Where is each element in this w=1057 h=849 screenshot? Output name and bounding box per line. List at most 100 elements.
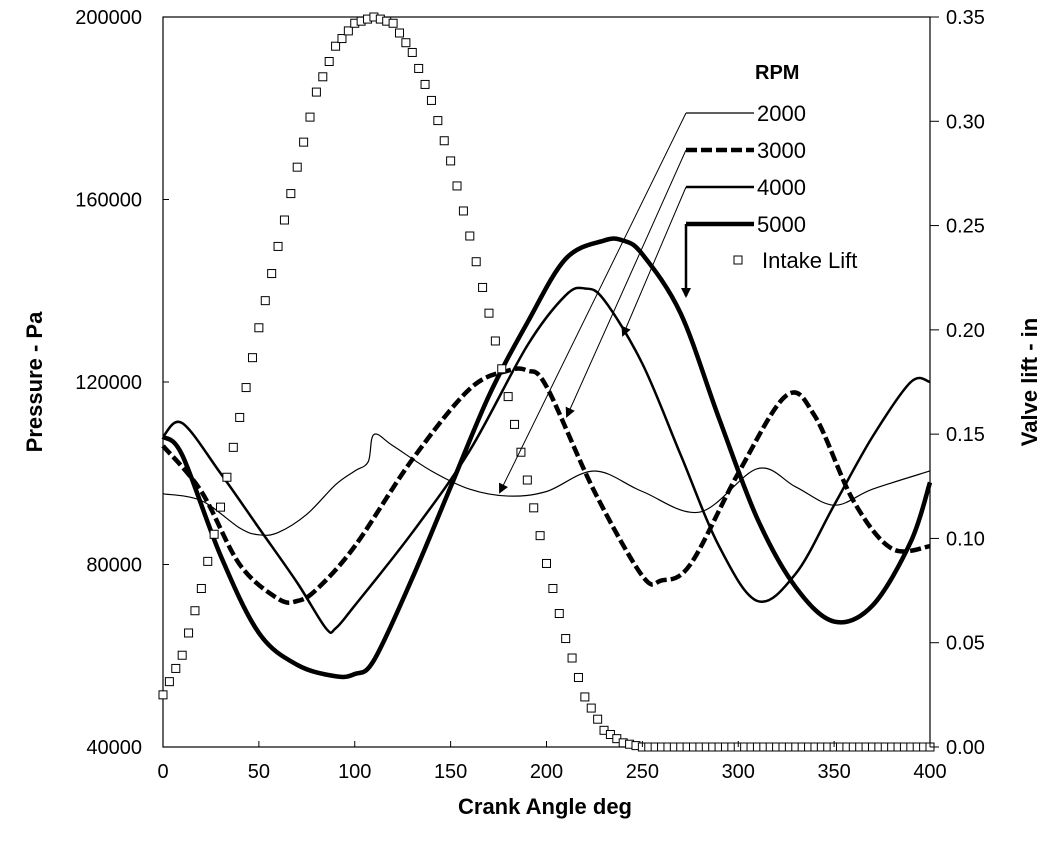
y2-tick-label: 0.15 — [946, 424, 985, 446]
y2-tick-label: 0.25 — [946, 216, 985, 238]
intake-lift-marker — [510, 419, 520, 429]
legend-arrow-4000 — [621, 186, 687, 337]
intake-lift-marker — [542, 558, 551, 568]
intake-lift-marker — [203, 556, 213, 566]
intake-lift-marker — [407, 47, 417, 57]
x-tick-label: 250 — [626, 761, 659, 783]
legend-label-5000: 5000 — [757, 212, 806, 237]
x-tick-label: 400 — [913, 761, 946, 783]
plot-area-border — [162, 16, 931, 748]
intake-lift-marker — [446, 156, 456, 166]
intake-lift-marker — [311, 87, 321, 97]
x-tick-label: 150 — [434, 761, 467, 783]
intake-lift-marker — [439, 136, 449, 146]
intake-lift-marker — [247, 353, 257, 363]
legend-arrow-3000 — [565, 149, 687, 418]
y2-tick-label: 0.20 — [946, 320, 985, 342]
intake-lift-marker — [497, 364, 507, 374]
intake-lift-marker — [580, 692, 590, 702]
annotation-layer — [499, 112, 691, 494]
y-tick-label: 120000 — [75, 372, 142, 394]
intake-lift-marker — [216, 502, 226, 512]
intake-lift-marker — [241, 383, 251, 393]
intake-lift-marker — [548, 583, 558, 593]
y-tick-label: 160000 — [75, 190, 142, 212]
intake-lift-marker — [401, 38, 411, 48]
intake-lift-marker — [554, 609, 564, 619]
intake-lift-marker — [305, 112, 315, 122]
y2-tick-label: 0.10 — [946, 528, 985, 550]
series-layer — [158, 12, 935, 752]
intake-lift-marker — [222, 472, 232, 482]
intake-lift-marker — [593, 714, 603, 724]
intake-lift-marker — [267, 269, 277, 279]
intake-lift-marker — [484, 308, 494, 318]
y2-tick-label: 0.00 — [946, 737, 985, 759]
intake-lift-marker — [471, 257, 481, 267]
series-2000-rpm-line — [162, 433, 931, 536]
intake-lift-marker — [171, 663, 181, 673]
intake-lift-marker — [164, 677, 174, 687]
intake-lift-marker — [426, 95, 436, 105]
intake-lift-marker — [184, 628, 194, 638]
intake-lift-marker — [394, 28, 404, 38]
y-tick-label: 40000 — [86, 737, 142, 759]
intake-lift-marker — [529, 503, 539, 513]
legend-label-2000: 2000 — [757, 101, 806, 126]
intake-lift-marker — [324, 56, 334, 66]
y2-axis-title: Valve lift - in — [1017, 318, 1042, 446]
intake-lift-marker — [228, 442, 238, 452]
axis-layer: 0 50 100 150 200 250 300 350 400 40000 80000 120000… — [75, 7, 985, 783]
series-4000-rpm-line — [162, 286, 931, 634]
intake-lift-marker — [522, 475, 532, 485]
intake-lift-marker — [420, 79, 430, 89]
intake-lift-marker — [478, 282, 488, 292]
legend: RPM 2000 3000 4000 5000 Intake Lift — [686, 62, 857, 273]
x-axis-title: Crank Angle deg — [458, 794, 632, 819]
intake-lift-marker — [343, 26, 353, 36]
intake-lift-marker — [414, 63, 424, 73]
series-5000-rpm-line — [161, 236, 933, 680]
x-tick-label: 350 — [817, 761, 850, 783]
legend-title: RPM — [755, 62, 799, 84]
y-tick-label: 200000 — [75, 7, 142, 29]
legend-label-3000: 3000 — [757, 138, 806, 163]
y2-tick-label: 0.30 — [946, 111, 985, 133]
intake-lift-marker — [490, 336, 500, 346]
intake-lift-marker — [286, 189, 296, 199]
series-3000-rpm-line — [161, 366, 931, 605]
intake-lift-marker — [465, 231, 475, 241]
intake-lift-marker — [318, 72, 328, 82]
x-tick-label: 200 — [530, 761, 563, 783]
intake-lift-marker — [567, 653, 577, 663]
intake-lift-marker — [388, 18, 398, 28]
intake-lift-marker — [196, 583, 206, 593]
intake-lift-marker — [299, 137, 309, 147]
intake-lift-marker — [452, 181, 462, 191]
intake-lift-marker — [279, 215, 289, 225]
plot-frame — [162, 16, 931, 748]
legend-arrow-2000 — [499, 112, 687, 494]
y-axis-title: Pressure - Pa — [22, 311, 47, 452]
intake-lift-marker — [254, 323, 264, 333]
x-tick-label: 0 — [157, 761, 168, 783]
intake-lift-marker — [235, 412, 245, 422]
intake-lift-marker — [260, 296, 270, 306]
intake-lift-marker — [503, 392, 513, 402]
intake-lift-marker — [561, 634, 571, 644]
y-tick-label: 80000 — [86, 555, 142, 577]
intake-lift-marker — [433, 116, 443, 126]
intake-lift-marker — [535, 531, 545, 541]
intake-lift-marker — [158, 690, 168, 700]
intake-lift-marker — [177, 650, 187, 660]
legend-label-intake-lift: Intake Lift — [762, 248, 857, 273]
intake-lift-marker — [190, 606, 200, 616]
intake-lift-marker — [573, 672, 583, 682]
y2-tick-label: 0.05 — [946, 633, 985, 655]
x-tick-label: 50 — [248, 761, 270, 783]
legend-swatch-intake-lift — [733, 255, 743, 265]
intake-lift-marker — [209, 529, 219, 539]
x-tick-label: 300 — [722, 761, 755, 783]
intake-lift-marker — [337, 34, 347, 44]
